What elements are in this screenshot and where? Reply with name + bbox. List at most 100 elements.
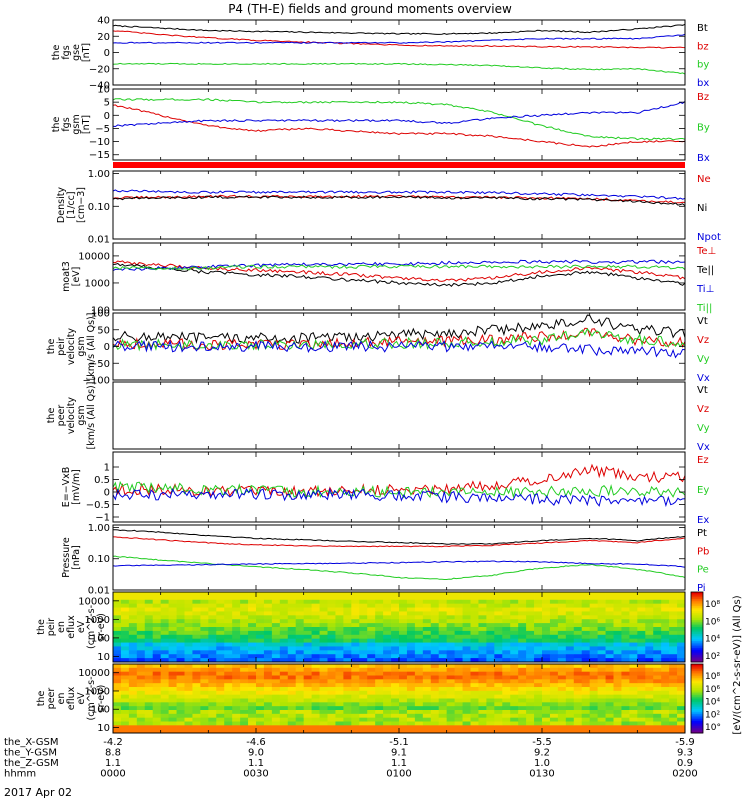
panel-s0-ylabel-line: eflux <box>66 615 77 639</box>
panel-3-legend-2: Ti⊥ <box>696 284 714 295</box>
panel-4-series-1 <box>113 327 685 351</box>
panel-0-ytick-label: 20 <box>97 32 110 43</box>
spectrogram-0-ytick-label: 10 <box>97 652 110 663</box>
x-row-0-value: -4.6 <box>246 737 266 748</box>
x-row-2-value: 1.0 <box>534 758 550 769</box>
x-row-3-value: 0000 <box>100 769 125 780</box>
panel-0-ylabel-line: the <box>51 45 62 61</box>
panel-6-legend-2: Ex <box>697 515 709 526</box>
panel-4-ytick-label: −50 <box>89 359 110 370</box>
spectrogram-0-colorbar-tick: 10⁸ <box>705 600 720 610</box>
panel-3-series-0 <box>113 260 685 282</box>
panel-2-ylabel-line: [cm−3] <box>76 187 87 223</box>
panel-7-ylabel-line: [nPa] <box>71 545 82 570</box>
panel-6-legend-0: Ez <box>697 455 709 466</box>
panel-4-ytick-label: 0 <box>104 342 110 353</box>
panel-5-ylabel-line: gsm <box>76 405 87 425</box>
x-row-2-value: 1.1 <box>391 758 407 769</box>
panel-4-ylabel-line: velocity <box>66 328 77 366</box>
panel-7-traces <box>113 529 685 580</box>
panel-0-legend-2: by <box>697 60 709 71</box>
panel-3-ytick-label: 1000 <box>85 278 110 289</box>
panel-1-legend-0: Bz <box>697 92 709 103</box>
panel-s0-ylabel-line: eV <box>76 620 87 633</box>
panel-6-frame <box>112 451 686 523</box>
x-row-0-value: -5.1 <box>389 737 409 748</box>
spectrogram-1-colorbar-frame <box>690 663 704 734</box>
panel-s1-ylabel-line: the <box>36 691 47 707</box>
spectrogram-1-colorbar-tick: 10⁸ <box>705 672 720 682</box>
panel-4-legend-1: Vz <box>697 335 709 346</box>
x-row-1-value: 8.8 <box>105 748 121 759</box>
panel-0-traces <box>113 23 685 75</box>
panel-3-ytick-label: 100 <box>91 306 110 317</box>
panel-5-legend-2: Vy <box>697 423 710 434</box>
panel-s0-ylabel-line: (cm^2-s- <box>86 605 97 649</box>
panel-1-series-0 <box>113 104 685 148</box>
x-row-1-value: 9.2 <box>534 748 550 759</box>
panel-0-legend-0: Bt <box>697 23 708 34</box>
panel-4-ylabel-line: [km/s (All Qs)] <box>86 313 97 381</box>
panel-6-series-2 <box>113 487 685 508</box>
panel-5-ylabel-line: peer <box>56 405 67 427</box>
spectrogram-1-colorbar-tick: 10⁶ <box>705 685 720 695</box>
spectrogram-0-ytick-label: 10000 <box>78 596 110 607</box>
panel-1-ytick-label: 10 <box>97 85 110 96</box>
panel-1-ytick-label: 0 <box>104 111 110 122</box>
panel-0-ylabel-line: gse <box>71 44 82 61</box>
panel-4-ylabel-line: gsm <box>76 336 87 356</box>
x-row-2-value: 1.1 <box>248 758 264 769</box>
x-row-1-value: 9.1 <box>391 748 407 759</box>
panel-3-series-3 <box>113 264 685 271</box>
panel-2-ytick-label: 0.10 <box>88 202 110 213</box>
panel-1-traces <box>113 98 685 148</box>
panel-7-ytick-label: 0.10 <box>88 554 110 565</box>
spectrogram-1-ytick-label: 10000 <box>78 668 110 679</box>
panel-s0-ylabel-line: peir <box>46 618 57 637</box>
x-row-2-value: 1.1 <box>105 758 121 769</box>
panel-5-frame <box>112 381 686 450</box>
panel-0-legend-1: bz <box>697 41 709 52</box>
panel-s1-ylabel-line: eV <box>76 692 87 705</box>
x-row-3-value: 0100 <box>386 769 411 780</box>
panel-5-ylabel-line: the <box>46 408 57 424</box>
panel-3-legend-3: Ti|| <box>696 303 712 314</box>
spectrogram-1-cells <box>113 664 686 734</box>
spectrogram-0-colorbar-tick: 10⁶ <box>705 617 720 627</box>
x-row-1-value: 9.0 <box>248 748 264 759</box>
panel-0-ytick-label: 0 <box>104 48 110 59</box>
panel-3-series-2 <box>113 259 685 271</box>
spectrogram-0-ytick-label: 1000 <box>85 615 110 626</box>
panel-1-ylabel-line: gsm <box>71 114 82 134</box>
x-row-label-0: the_X-GSM <box>4 737 58 748</box>
x-row-label-1: the_Y-GSM <box>4 748 57 759</box>
panel-2-series-2 <box>113 189 685 200</box>
panel-7-series-1 <box>113 536 685 548</box>
panel-4-series-3 <box>113 339 685 359</box>
spectrogram-1-ytick-label: 100 <box>91 705 110 716</box>
panel-6-ytick-label: −1 <box>95 513 110 524</box>
panel-0-ylabel-line: [nT] <box>81 43 92 62</box>
panel-1-legend-2: Bx <box>697 153 710 164</box>
panel-s1-ylabel-line: eflux <box>66 686 77 710</box>
panel-4-legend-2: Vy <box>697 354 710 365</box>
panel-1-frame <box>112 88 686 161</box>
x-row-0-value: -4.2 <box>103 737 123 748</box>
panel-2-legend-1: Ni <box>697 203 707 214</box>
x-row-label-3: hhmm <box>4 769 36 780</box>
panel-7-legend-3: Pi <box>697 583 706 594</box>
panel-7-ylabel-line: Pressure <box>61 537 72 578</box>
panel-2-ytick-label: 1.00 <box>88 169 110 180</box>
panel-s1-ylabel-line: (cm^2-s- <box>86 677 97 721</box>
spectrogram-1-colorbar-tick: 10° <box>705 723 721 733</box>
panel-0-ytick-label: 40 <box>97 16 110 27</box>
panel-7-series-2 <box>113 555 685 580</box>
panel-7-series-3 <box>113 560 685 568</box>
panel-6-ylabel-line: E=−VxB <box>61 467 72 508</box>
panel-1-ylabel-line: the <box>51 117 62 133</box>
panel-1-series-1 <box>113 98 685 141</box>
panel-2-ylabel-line: Density <box>56 187 67 223</box>
panel-1-legend-1: By <box>697 123 710 134</box>
spectrogram-1-ytick-label: 10 <box>97 723 110 734</box>
panel-4-ylabel-line: peir <box>56 337 67 356</box>
